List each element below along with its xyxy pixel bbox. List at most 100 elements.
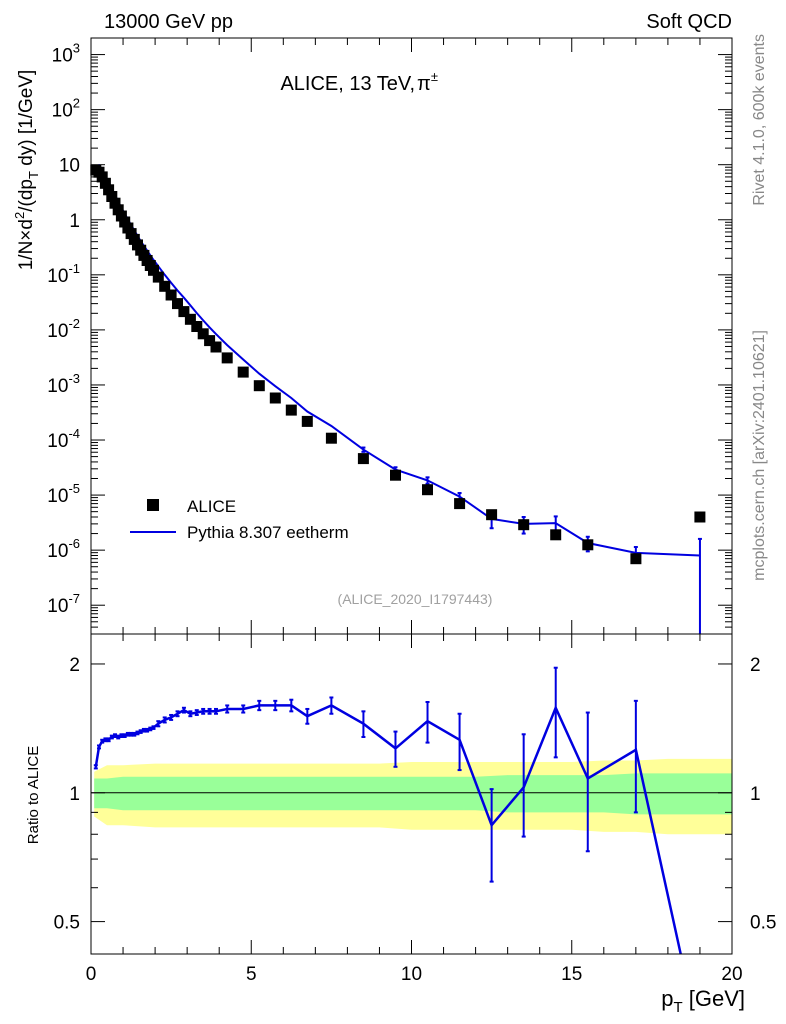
- mc-series-ratio: [93, 666, 682, 955]
- ylabel-a: 1/N: [16, 241, 37, 271]
- ratio-ytick-label-left: 2: [69, 655, 80, 676]
- main-ytick-label: 10-7: [47, 591, 80, 617]
- data-marker: [125, 228, 137, 240]
- ytick-exponent: -6: [68, 536, 80, 551]
- ytick-mantissa: 10: [47, 431, 68, 452]
- legend-label-data: ALICE: [187, 497, 236, 516]
- data-marker: [269, 392, 281, 404]
- ratio-ytick-label-left: 0.5: [54, 913, 80, 934]
- analysis-id-watermark: (ALICE_2020_I1797443): [338, 591, 493, 607]
- data-marker: [115, 210, 127, 222]
- main-ytick-label: 1: [69, 211, 80, 232]
- x-tick-label: 10: [401, 964, 422, 985]
- plot-title: ALICE, 13 TeV,: [280, 73, 415, 95]
- ytick-mantissa: 10: [47, 486, 68, 507]
- main-ytick-label: 10-5: [47, 481, 80, 507]
- ratio-y-axis-label: Ratio to ALICE: [25, 746, 42, 844]
- data-marker: [159, 280, 171, 292]
- ratio-band-inner: [94, 773, 732, 815]
- ratio-panel: 0.5 0.5 1 1 2 2 0 5 10 15 20 Ratio to ALICE pT [G…: [25, 633, 777, 1016]
- header-right-label: Soft QCD: [646, 11, 732, 33]
- ratio-ytick-label-right: 2: [750, 655, 761, 676]
- ytick-mantissa: 10: [47, 596, 68, 617]
- ytick-mantissa: 10: [47, 376, 68, 397]
- data-marker: [184, 313, 196, 325]
- ytick-mantissa: 1: [69, 211, 80, 232]
- plot-title-particle-symbol: π: [417, 73, 431, 95]
- ylabel-d: dy) [1/GeV]: [16, 70, 37, 171]
- data-marker: [109, 197, 121, 209]
- data-marker: [197, 328, 209, 340]
- data-marker: [518, 519, 530, 531]
- x-tick-label: 15: [561, 964, 582, 985]
- rivet-version-label: Rivet 4.1.0, 600k events: [751, 34, 768, 206]
- ytick-exponent: -2: [68, 316, 80, 331]
- x-axis-label: pT [GeV]: [661, 986, 745, 1016]
- ratio-axis-ticks: [90, 634, 733, 954]
- xlabel-unit: [GeV]: [683, 986, 745, 1011]
- data-marker: [204, 335, 216, 347]
- ratio-ytick-label-right: 0.5: [750, 913, 776, 934]
- data-marker: [191, 321, 203, 332]
- data-marker: [122, 222, 134, 234]
- ytick-exponent: -1: [68, 261, 80, 276]
- ytick-exponent: -4: [68, 426, 80, 441]
- legend: ALICE Pythia 8.307 eetherm: [130, 497, 349, 542]
- ylabel-times: ×: [16, 230, 37, 241]
- main-plot-frame: [90, 37, 733, 635]
- xlabel-main: p: [661, 986, 673, 1011]
- data-marker: [119, 216, 131, 228]
- data-marker: [96, 171, 108, 183]
- mc-series-main: [95, 163, 702, 634]
- ratio-uncertainty-bands: [94, 758, 732, 835]
- data-marker: [550, 529, 562, 541]
- mcplots-label: mcplots.cern.ch [arXiv:2401.10621]: [751, 330, 768, 581]
- x-tick-label: 5: [246, 964, 257, 985]
- data-marker: [325, 432, 337, 444]
- main-ytick-label: 10-2: [47, 316, 80, 342]
- data-marker: [172, 298, 183, 310]
- ylabel-c-sub: T: [26, 171, 41, 179]
- ytick-exponent: 3: [73, 41, 80, 56]
- main-ytick-label: 10-1: [47, 261, 80, 287]
- legend-label-mc: Pythia 8.307 eetherm: [187, 523, 349, 542]
- data-marker: [357, 453, 369, 465]
- data-marker: [285, 404, 297, 416]
- main-ytick-label: 10-6: [47, 536, 80, 562]
- data-marker: [582, 539, 594, 551]
- data-marker: [103, 184, 115, 196]
- data-series-main: [90, 164, 706, 565]
- main-ytick-label: 102: [52, 96, 80, 122]
- xlabel-sub: T: [673, 999, 682, 1016]
- main-axis-ticks: [90, 37, 733, 635]
- ytick-exponent: -5: [68, 481, 80, 496]
- main-ytick-label: 103: [52, 41, 80, 67]
- ratio-ytick-label-left: 1: [69, 784, 80, 805]
- ylabel-b: d: [16, 219, 37, 230]
- plot-title-particle: π±: [417, 69, 438, 95]
- data-marker: [454, 498, 466, 510]
- data-marker: [165, 289, 177, 301]
- ylabel-b-sup: 2: [12, 212, 27, 219]
- data-marker: [237, 366, 249, 378]
- ratio-ytick-label-right: 1: [750, 784, 761, 805]
- ytick-exponent: -3: [68, 371, 80, 386]
- data-marker: [178, 306, 190, 318]
- data-marker: [390, 469, 401, 481]
- plot-title-text: ALICE, 13 TeV,: [280, 73, 415, 95]
- data-marker: [253, 380, 265, 392]
- ratio-tick-labels: 0.5 0.5 1 1 2 2: [54, 655, 777, 934]
- ytick-exponent: -7: [68, 591, 80, 606]
- data-marker: [148, 264, 159, 276]
- data-marker: [112, 204, 124, 216]
- data-marker: [630, 553, 642, 565]
- ytick-exponent: 2: [73, 96, 80, 111]
- ytick-mantissa: 10: [59, 156, 80, 177]
- header-left-label: 13000 GeV pp: [104, 11, 233, 33]
- x-tick-labels: 0 5 10 15 20: [86, 964, 743, 985]
- data-marker: [152, 271, 164, 283]
- main-ytick-label: 10-4: [47, 426, 80, 452]
- main-ytick-label: 10: [59, 156, 80, 177]
